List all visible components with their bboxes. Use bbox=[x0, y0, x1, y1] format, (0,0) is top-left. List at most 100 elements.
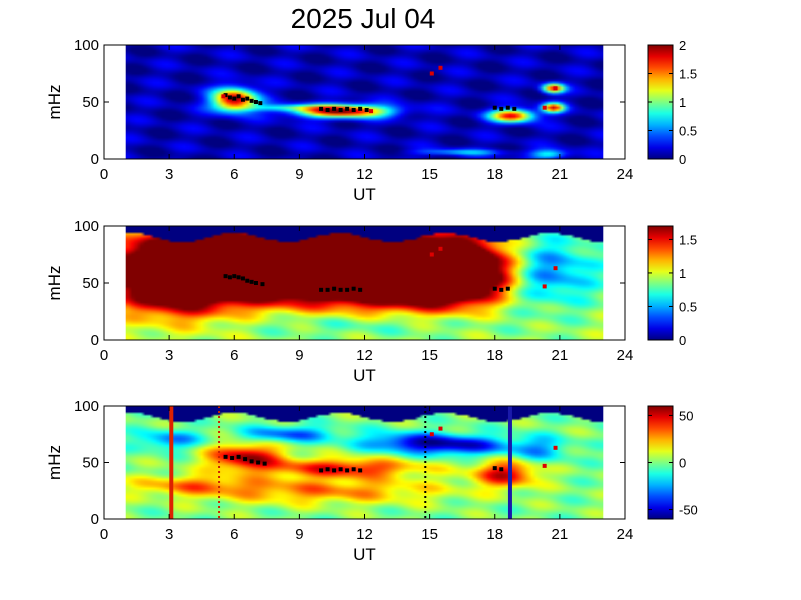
marker-red bbox=[438, 65, 443, 70]
colorbar-tick-label: 1.5 bbox=[679, 67, 697, 82]
x-tick-label: 15 bbox=[421, 526, 438, 543]
colorbar-tick-label: 1.5 bbox=[679, 232, 697, 247]
y-tick-label: 50 bbox=[82, 94, 99, 111]
marker-red bbox=[438, 246, 443, 251]
marker-red bbox=[542, 284, 547, 289]
x-tick-label: 18 bbox=[486, 526, 503, 543]
marker-black bbox=[332, 106, 337, 111]
panel-1: 0 3 6 9 12 15 18 21 24 0 50 100 UT mHz 0 0.5 1 1.5 2 bbox=[45, 37, 697, 204]
marker-black bbox=[236, 94, 241, 99]
x-tick-label: 0 bbox=[100, 526, 108, 543]
marker-black bbox=[256, 460, 261, 465]
marker-black bbox=[258, 101, 263, 106]
x-tick-label: 21 bbox=[552, 166, 569, 183]
marker-black bbox=[332, 286, 337, 291]
marker-black bbox=[227, 275, 232, 280]
x-tick-label: 21 bbox=[552, 526, 569, 543]
marker-black bbox=[499, 467, 504, 472]
marker-black bbox=[351, 286, 356, 291]
heatmap-image bbox=[125, 226, 604, 340]
marker-black bbox=[512, 106, 517, 111]
y-axis-label: mHz bbox=[45, 266, 64, 301]
marker-black bbox=[236, 275, 241, 280]
marker-black bbox=[223, 93, 228, 98]
marker-black bbox=[319, 106, 324, 111]
colorbar: -50 0 50 bbox=[647, 405, 698, 520]
figure-title: 2025 Jul 04 bbox=[291, 3, 436, 34]
marker-black bbox=[260, 282, 265, 287]
x-tick-label: 3 bbox=[165, 526, 173, 543]
x-tick-label: 12 bbox=[356, 166, 373, 183]
marker-black bbox=[345, 468, 350, 473]
x-axis-label: UT bbox=[353, 366, 376, 385]
y-axis-label: mHz bbox=[45, 85, 64, 120]
colorbar-tick-label: 0 bbox=[679, 152, 686, 167]
marker-black bbox=[351, 467, 356, 472]
marker-black bbox=[492, 466, 497, 471]
marker-black bbox=[249, 279, 254, 284]
x-tick-label: 6 bbox=[230, 347, 238, 364]
y-tick-label: 100 bbox=[74, 218, 99, 235]
marker-black bbox=[240, 276, 245, 281]
x-tick-label: 24 bbox=[617, 166, 634, 183]
marker-black bbox=[358, 468, 363, 473]
marker-black bbox=[245, 278, 250, 283]
x-tick-label: 6 bbox=[230, 166, 238, 183]
y-tick-label: 0 bbox=[91, 332, 99, 349]
marker-black bbox=[358, 287, 363, 292]
y-tick-label: 50 bbox=[82, 455, 99, 472]
marker-red bbox=[429, 71, 434, 76]
x-tick-label: 6 bbox=[230, 526, 238, 543]
marker-black bbox=[338, 107, 343, 112]
colorbar-tick-label: 1 bbox=[679, 95, 686, 110]
colorbar-tick-label: 1 bbox=[679, 266, 686, 281]
marker-black bbox=[319, 468, 324, 473]
colorbar: 0 0.5 1 1.5 2 bbox=[647, 38, 697, 167]
marker-black bbox=[227, 95, 232, 100]
marker-red bbox=[429, 252, 434, 257]
x-tick-label: 24 bbox=[617, 526, 634, 543]
colorbar-tick-label: 0.5 bbox=[679, 299, 697, 314]
marker-black bbox=[223, 454, 228, 459]
marker-black bbox=[505, 105, 510, 110]
marker-red bbox=[438, 426, 443, 431]
x-tick-label: 9 bbox=[295, 166, 303, 183]
x-tick-label: 0 bbox=[100, 166, 108, 183]
marker-red bbox=[221, 94, 226, 99]
x-tick-label: 9 bbox=[295, 526, 303, 543]
marker-black bbox=[245, 96, 250, 101]
marker-red bbox=[542, 463, 547, 468]
colorbar-tick-label: 2 bbox=[679, 38, 686, 53]
marker-black bbox=[249, 459, 254, 464]
x-tick-label: 15 bbox=[421, 347, 438, 364]
marker-black bbox=[364, 107, 369, 112]
marker-black bbox=[325, 287, 330, 292]
y-tick-label: 0 bbox=[91, 151, 99, 168]
marker-black bbox=[243, 457, 248, 462]
colorbar-tick-label: 0 bbox=[679, 456, 686, 471]
marker-black bbox=[499, 287, 504, 292]
x-tick-label: 12 bbox=[356, 526, 373, 543]
marker-black bbox=[325, 107, 330, 112]
x-tick-label: 15 bbox=[421, 166, 438, 183]
x-tick-label: 18 bbox=[486, 347, 503, 364]
marker-black bbox=[492, 286, 497, 291]
marker-black bbox=[492, 105, 497, 110]
marker-black bbox=[338, 467, 343, 472]
marker-black bbox=[236, 454, 241, 459]
marker-black bbox=[345, 106, 350, 111]
marker-black bbox=[358, 106, 363, 111]
marker-black bbox=[351, 107, 356, 112]
colorbar: 0 0.5 1 1.5 bbox=[647, 225, 697, 348]
colorbar-tick-label: 50 bbox=[679, 408, 693, 423]
heatmap-image bbox=[125, 45, 604, 159]
x-tick-label: 9 bbox=[295, 347, 303, 364]
colorbar-scale bbox=[647, 225, 674, 341]
x-tick-label: 12 bbox=[356, 347, 373, 364]
marker-black bbox=[253, 100, 258, 104]
colorbar-tick-label: 0 bbox=[679, 333, 686, 348]
x-tick-label: 3 bbox=[165, 166, 173, 183]
x-axis-label: UT bbox=[353, 185, 376, 204]
y-tick-label: 100 bbox=[74, 37, 99, 54]
